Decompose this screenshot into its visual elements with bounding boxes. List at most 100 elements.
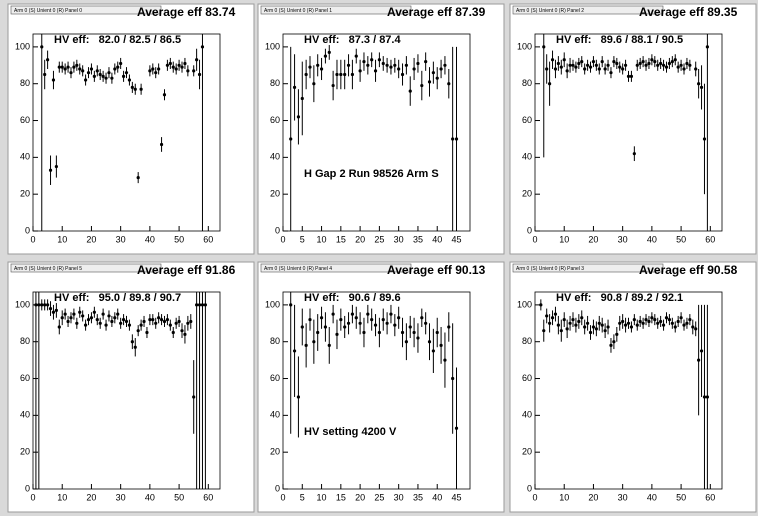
point	[623, 323, 628, 327]
point	[400, 72, 405, 77]
point	[358, 321, 362, 325]
header: Arm 0 (S) Unient 0 (R) Panel 0	[14, 8, 82, 14]
point	[66, 65, 70, 69]
point	[404, 63, 408, 67]
point	[603, 329, 607, 333]
header: Arm 0 (S) Unient 0 (R) Panel 3	[516, 266, 584, 272]
x-tick-label: 45	[451, 492, 461, 502]
point	[75, 63, 79, 67]
x-tick-label: 10	[559, 234, 569, 244]
y-tick-label: 40	[20, 410, 30, 420]
x-tick-label: 40	[647, 234, 657, 244]
point	[659, 319, 663, 324]
point	[200, 303, 205, 307]
point	[151, 67, 155, 71]
point	[389, 65, 393, 69]
point	[454, 426, 459, 430]
y-tick-label: 60	[270, 373, 280, 383]
x-tick-label: 50	[174, 234, 184, 244]
point	[171, 65, 175, 69]
point	[81, 314, 85, 318]
point	[51, 78, 56, 82]
point	[697, 82, 701, 86]
point	[632, 318, 636, 322]
point	[78, 67, 82, 71]
point	[661, 323, 666, 327]
point	[177, 63, 181, 67]
plot-frame	[32, 33, 221, 232]
point	[542, 329, 546, 333]
point	[373, 69, 378, 73]
point	[116, 312, 120, 316]
x-tick-label: 0	[280, 234, 285, 244]
point	[343, 325, 347, 329]
point	[385, 63, 389, 67]
x-tick-label: 60	[203, 492, 213, 502]
point	[597, 67, 601, 71]
point	[548, 321, 552, 325]
point	[327, 343, 331, 347]
point	[331, 83, 335, 88]
point	[676, 65, 680, 69]
point	[542, 45, 546, 49]
point	[350, 312, 355, 316]
point	[362, 330, 366, 335]
point	[316, 330, 320, 335]
point	[626, 321, 631, 325]
point	[162, 93, 167, 97]
point	[591, 325, 596, 329]
panel: Arm 0 (S) Unient 0 (R) Panel 3 Average ef…	[509, 261, 757, 513]
point	[580, 316, 584, 320]
point	[621, 319, 625, 324]
point	[647, 319, 651, 324]
point	[653, 318, 657, 322]
point	[346, 63, 351, 67]
y-tick-label: 20	[270, 447, 280, 457]
point	[694, 327, 698, 331]
point	[130, 85, 134, 89]
point	[95, 318, 99, 322]
point	[393, 323, 397, 327]
point	[48, 306, 53, 311]
y-tick-label: 0	[275, 225, 280, 235]
point	[591, 60, 596, 64]
x-tick-label: 5	[300, 492, 305, 502]
point	[350, 72, 355, 77]
point	[154, 71, 158, 75]
point	[57, 65, 61, 69]
point	[177, 319, 181, 324]
point	[577, 61, 581, 66]
point	[373, 323, 378, 327]
point	[168, 323, 172, 327]
point	[327, 50, 331, 55]
point	[553, 67, 558, 71]
point	[296, 115, 301, 119]
y-tick-label: 100	[517, 41, 532, 51]
point	[606, 325, 610, 329]
point	[78, 310, 82, 314]
point	[556, 323, 560, 327]
x-tick-label: 0	[30, 492, 35, 502]
header-box	[10, 263, 162, 273]
point	[556, 61, 560, 66]
point	[148, 318, 152, 322]
x-tick-label: 10	[317, 492, 327, 502]
header: Arm 0 (S) Unient 0 (R) Panel 1	[264, 8, 332, 14]
point	[635, 63, 639, 67]
point	[600, 323, 604, 327]
x-tick-label: 50	[676, 234, 686, 244]
point	[139, 87, 143, 91]
point	[124, 71, 129, 75]
point	[659, 61, 663, 66]
point	[568, 321, 572, 325]
point	[618, 65, 622, 69]
x-tick-label: 5	[300, 234, 305, 244]
point	[57, 325, 61, 329]
point	[171, 330, 175, 335]
point	[116, 65, 120, 69]
y-tick-label: 80	[522, 336, 532, 346]
point	[130, 340, 134, 344]
point	[629, 325, 634, 329]
header: Arm 0 (S) Unient 0 (R) Panel 4	[264, 266, 332, 272]
x-tick-label: 20	[86, 234, 96, 244]
